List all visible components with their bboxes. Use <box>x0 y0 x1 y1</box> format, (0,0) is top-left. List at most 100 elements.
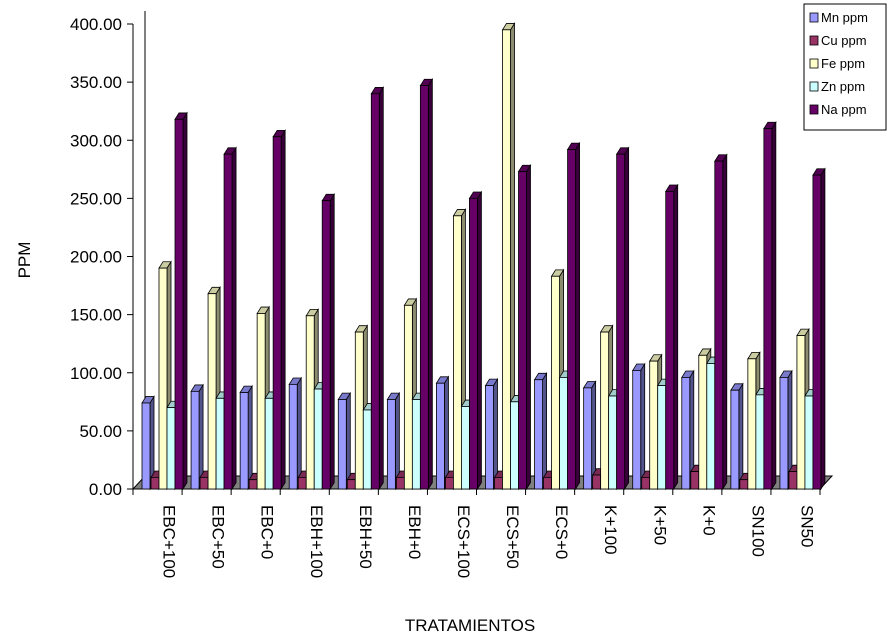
bar-front <box>273 137 281 489</box>
legend-swatch <box>810 36 818 45</box>
bar-front <box>519 172 527 489</box>
y-tick-label: 400.00 <box>70 15 122 34</box>
bar-front <box>249 480 257 489</box>
legend-swatch <box>810 59 818 68</box>
bar-front <box>552 276 560 489</box>
bar-side <box>772 122 776 489</box>
bar-side <box>543 373 547 489</box>
bar-front <box>495 477 503 489</box>
bar-mn-ppm <box>486 379 498 489</box>
bar-front <box>715 161 723 489</box>
bar-front <box>511 402 519 489</box>
bar-front <box>658 386 666 489</box>
x-tick-labels: EBC+100 EBC+50 EBC+0 EBH+100 EBH+50 EBH+0 ECS+… <box>133 489 820 578</box>
y-tick-label: 0.00 <box>89 480 122 499</box>
bar-na-ppm <box>371 87 383 489</box>
bar-front <box>363 410 371 489</box>
bar-na-ppm <box>666 185 678 489</box>
bar-mn-ppm <box>240 386 252 489</box>
bar-na-ppm <box>519 165 531 489</box>
bar-front <box>691 472 699 489</box>
y-tick-label: 150.00 <box>70 306 122 325</box>
bar-front <box>633 370 641 489</box>
bar-na-ppm <box>224 148 236 489</box>
bar-front <box>568 150 576 489</box>
x-tick-label: K+50 <box>650 505 669 545</box>
bar-front <box>535 380 543 489</box>
y-tick-label: 300.00 <box>70 131 122 150</box>
bar-front <box>453 216 461 489</box>
bar-front <box>461 406 469 489</box>
bar-mn-ppm <box>633 364 645 489</box>
bar-front <box>151 477 159 489</box>
bar-side <box>739 384 743 489</box>
legend-swatch <box>810 13 818 22</box>
y-tick-label: 250.00 <box>70 189 122 208</box>
bar-side <box>494 379 498 489</box>
bar-mn-ppm <box>387 393 399 489</box>
x-tick-label: EBC+50 <box>209 505 228 569</box>
legend-label: Mn ppm <box>821 10 868 25</box>
bar-front <box>420 86 428 489</box>
bar-front <box>314 389 322 489</box>
x-tick-label: K+100 <box>601 505 620 555</box>
x-tick-label: EBH+50 <box>356 505 375 569</box>
bar-front <box>159 268 167 489</box>
bar-na-ppm <box>469 192 481 489</box>
bar-na-ppm <box>273 130 285 489</box>
y-tick-labels: 0.0050.00100.00150.00200.00250.00300.003… <box>70 15 133 499</box>
bar-side <box>248 386 252 489</box>
bar-front <box>322 201 330 489</box>
bar-side <box>641 364 645 489</box>
bar-front <box>617 154 625 489</box>
legend-label: Fe ppm <box>821 56 865 71</box>
y-tick-label: 200.00 <box>70 248 122 267</box>
bar-front <box>789 472 797 489</box>
bar-side <box>232 148 236 489</box>
bar-na-ppm <box>715 155 727 489</box>
bar-side <box>297 378 301 489</box>
bar-front <box>469 198 477 489</box>
bar-front <box>371 94 379 489</box>
bar-side <box>444 377 448 489</box>
x-tick-label: EBC+0 <box>258 505 277 559</box>
bar-front <box>224 154 232 489</box>
bar-front <box>486 386 494 489</box>
bar-front <box>764 129 772 489</box>
x-axis-title: TRATAMIENTOS <box>405 616 535 635</box>
bar-na-ppm <box>813 169 825 489</box>
bar-side <box>674 185 678 489</box>
bar-front <box>412 399 420 489</box>
bar-front <box>544 477 552 489</box>
bar-front <box>175 119 183 489</box>
x-tick-label: SN100 <box>748 505 767 557</box>
x-tick-label: ECS+50 <box>503 505 522 569</box>
legend: Mn ppm Cu ppm Fe ppm Zn ppm Na ppm <box>804 4 886 130</box>
bar-front <box>265 398 273 489</box>
bar-mn-ppm <box>191 385 203 489</box>
bar-front <box>289 384 297 489</box>
bar-side <box>527 165 531 489</box>
bar-front <box>298 477 306 489</box>
x-tick-label: SN50 <box>797 505 816 548</box>
bar-front <box>404 305 412 489</box>
bar-front <box>240 393 248 489</box>
x-tick-label: K+0 <box>699 505 718 536</box>
bar-side <box>576 143 580 489</box>
legend-swatch <box>810 82 818 91</box>
bar-front <box>347 480 355 489</box>
bar-mn-ppm <box>436 377 448 489</box>
bar-na-ppm <box>322 194 334 489</box>
bar-mn-ppm <box>535 373 547 489</box>
x-tick-label: ECS+0 <box>552 505 571 559</box>
bar-front <box>609 396 617 489</box>
bar-side <box>183 113 187 489</box>
bar-front <box>396 477 404 489</box>
bar-side <box>477 192 481 489</box>
bar-side <box>379 87 383 489</box>
chart-bars <box>142 23 825 489</box>
bar-na-ppm <box>617 148 629 489</box>
bar-side <box>428 79 432 489</box>
bar-front <box>813 175 821 489</box>
